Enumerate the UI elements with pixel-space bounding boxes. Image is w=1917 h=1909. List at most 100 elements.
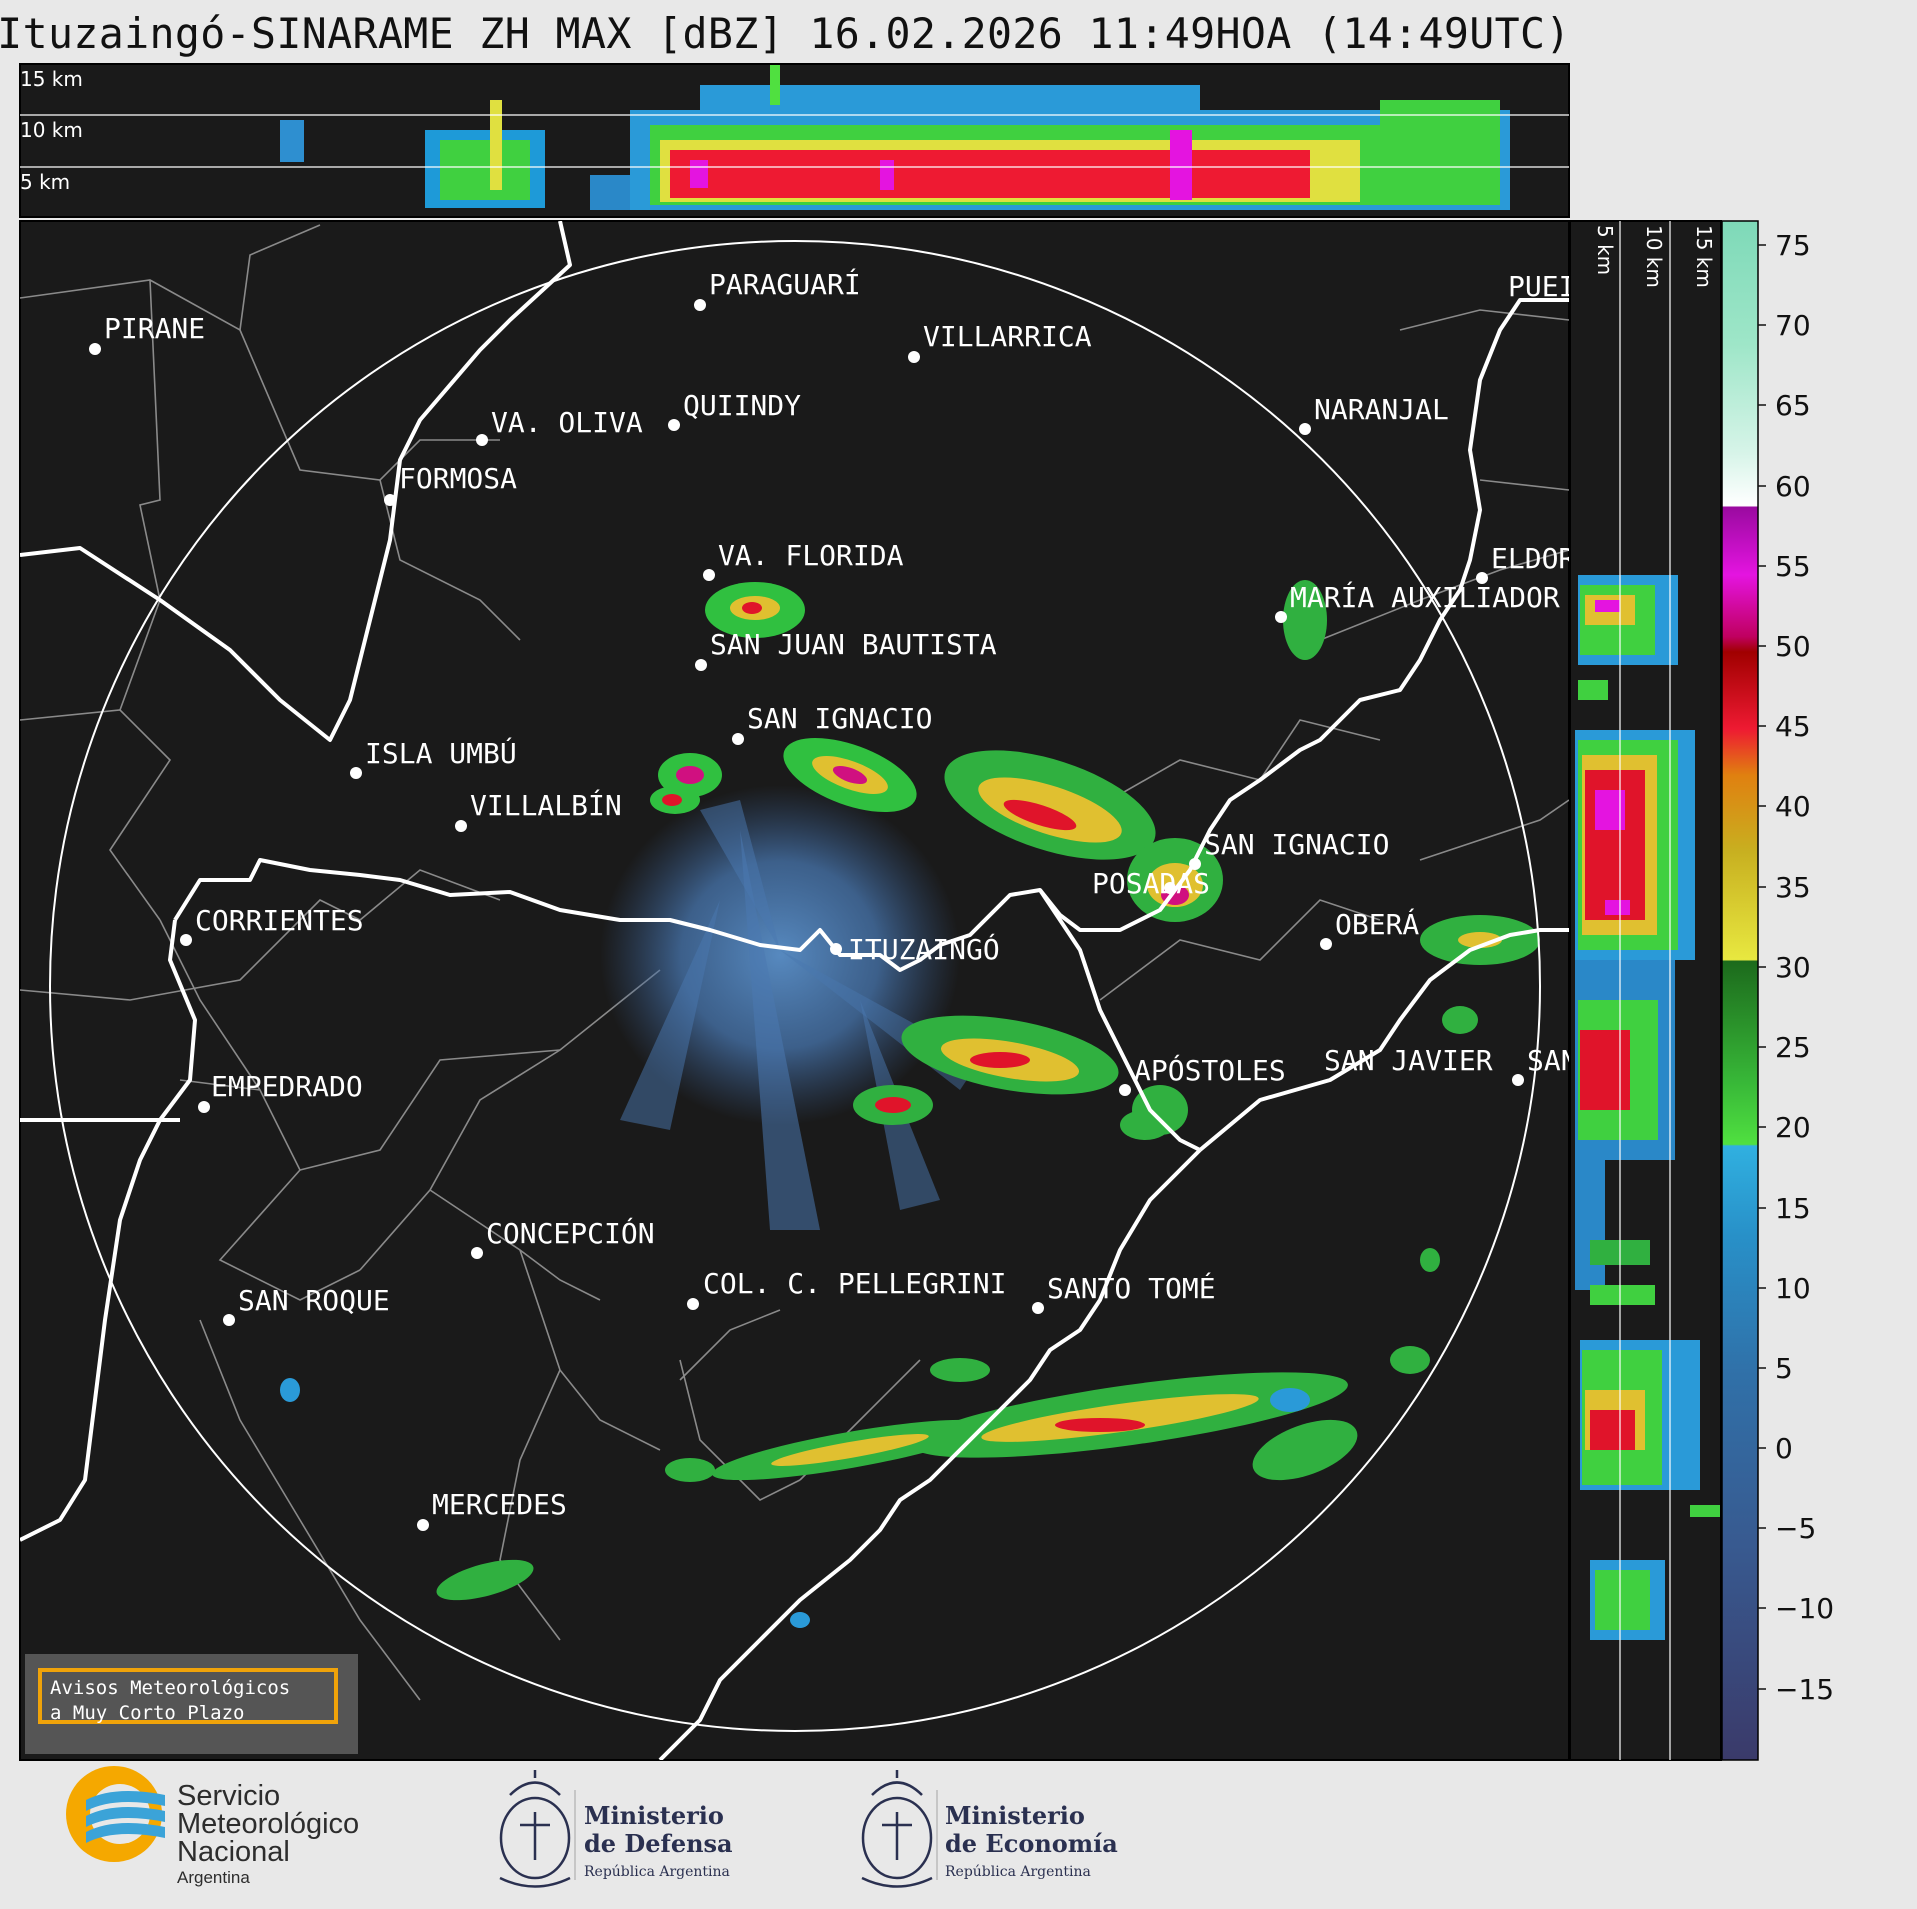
city-marker-col-pellegrini [687,1298,699,1310]
city-marker-santo-tome [1032,1302,1044,1314]
city-label: ISLA UMBÚ [365,736,517,770]
economia-line2: de Economía [945,1829,1118,1858]
notice-line1: Avisos Meteorológicos [50,1677,291,1699]
city-label: COL. C. PELLEGRINI [703,1267,1006,1300]
city-marker-posadas [1164,882,1176,894]
top-label-5km: 5 km [20,170,70,194]
economia-emblem-icon [861,1770,933,1888]
city-label: MARÍA AUXILIADOR [1290,580,1560,614]
city-label: SAN JUAN BAUTISTA [710,628,997,661]
city-label: APÓSTOLES [1134,1053,1286,1087]
colorbar-tick: 20 [1775,1111,1811,1144]
range-ring [49,240,1541,1732]
city-marker-formosa [384,494,396,506]
colorbar-tick: 45 [1775,710,1811,743]
city-label: SAN IGNACIO [747,702,932,735]
city-label: CONCEPCIÓN [486,1216,655,1250]
city-label: QUIINDY [683,389,801,422]
city-markers [89,299,1524,1531]
top-section-echoes [280,65,1510,210]
city-marker-va-oliva [476,434,488,446]
city-marker-isla-umbu [350,767,362,779]
economia-line3: República Argentina [945,1864,1091,1880]
city-label: VILLALBÍN [470,788,622,822]
chart-title: Ituzaingó-SINARAME ZH MAX [dBZ] 16.02.20… [0,10,1571,59]
colorbar-tick: 55 [1775,550,1811,583]
colorbar-tick: 0 [1775,1432,1793,1465]
colorbar-tick: 25 [1775,1031,1811,1064]
city-marker-quiindy [668,419,680,431]
city-label: SAN ROQUE [238,1284,390,1317]
city-marker-paraguari [694,299,706,311]
colorbar-tick: 75 [1775,229,1811,262]
smn-line3: Nacional [177,1836,290,1868]
city-marker-obera [1320,938,1332,950]
defensa-line3: República Argentina [584,1864,730,1880]
colorbar [1721,220,1759,1761]
city-marker-san-juan-bautista [695,659,707,671]
city-marker-maria-auxiliadora [1275,611,1287,623]
city-marker-ituzaingo [830,943,842,955]
city-marker-san-ignacio-py [732,733,744,745]
economia-line1: Ministerio [945,1801,1085,1830]
city-marker-villarrica [908,351,920,363]
city-label: MERCEDES [432,1488,567,1521]
side-label-15km: 15 km [1692,225,1716,288]
city-labels: PIRANE PARAGUARÍ VILLARRICA QUIINDY VA. … [104,267,1578,1521]
smn-line1: Servicio [177,1780,281,1812]
defensa-logo-text: Ministerio de Defensa República Argentin… [584,1802,733,1886]
city-label: FORMOSA [399,462,517,495]
city-label: SAN JAVIER [1324,1044,1493,1077]
city-label: VA. OLIVA [491,406,643,439]
colorbar-tick: 50 [1775,630,1811,663]
city-marker-empedrado [198,1101,210,1113]
city-label: CORRIENTES [195,904,364,937]
colorbar-tick: −10 [1775,1592,1834,1625]
city-marker-villalbin [455,820,467,832]
city-marker-san-roque [223,1314,235,1326]
city-label: SAN [1527,1044,1578,1077]
top-label-10km: 10 km [20,118,83,142]
city-label: ITUZAINGÓ [848,932,1000,966]
rivers-borders [20,221,1569,1760]
city-label: SANTO TOMÉ [1047,1271,1216,1305]
city-label: PUEI [1508,270,1575,303]
city-label: ELDOR [1491,542,1575,575]
city-label: PIRANE [104,312,205,345]
economia-logo-text: Ministerio de Economía República Argenti… [945,1802,1118,1886]
colorbar-tick: 60 [1775,470,1811,503]
smn-line2: Meteorológico [177,1808,360,1840]
city-marker-apostoles [1119,1084,1131,1096]
colorbar-tick: 35 [1775,871,1811,904]
city-marker-pirane [89,343,101,355]
colorbar-tick: 5 [1775,1352,1793,1385]
city-label: POSADAS [1092,867,1210,900]
colorbar-tick: 15 [1775,1192,1811,1225]
city-label: VA. FLORIDA [718,539,904,572]
precipitation-echoes [280,580,1540,1628]
colorbar-tick: 70 [1775,309,1811,342]
smn-line4: Argentina [177,1868,250,1887]
defensa-emblem-icon [499,1770,571,1888]
colorbar-tick: 10 [1775,1272,1811,1305]
city-label: OBERÁ [1335,907,1419,941]
side-label-5km: 5 km [1593,225,1617,275]
notice-line2: a Muy Corto Plazo [50,1702,245,1724]
city-marker-san [1512,1074,1524,1086]
city-marker-corrientes [180,934,192,946]
notice-box: Avisos Meteorológicos a Muy Corto Plazo [38,1668,338,1724]
defensa-line2: de Defensa [584,1829,733,1858]
city-marker-eldor [1476,572,1488,584]
colorbar-tick: −5 [1775,1512,1816,1545]
colorbar-tick: 40 [1775,790,1811,823]
city-label: NARANJAL [1314,393,1449,426]
city-marker-san-ignacio-ar [1189,858,1201,870]
city-label: EMPEDRADO [211,1070,363,1103]
city-label: VILLARRICA [923,320,1092,353]
colorbar-ticks: 75 70 65 60 55 50 45 40 35 30 25 20 15 1… [1758,229,1834,1706]
ground-clutter [600,785,980,1230]
city-marker-va-florida [703,569,715,581]
city-marker-naranjal [1299,423,1311,435]
city-marker-concepcion [471,1247,483,1259]
